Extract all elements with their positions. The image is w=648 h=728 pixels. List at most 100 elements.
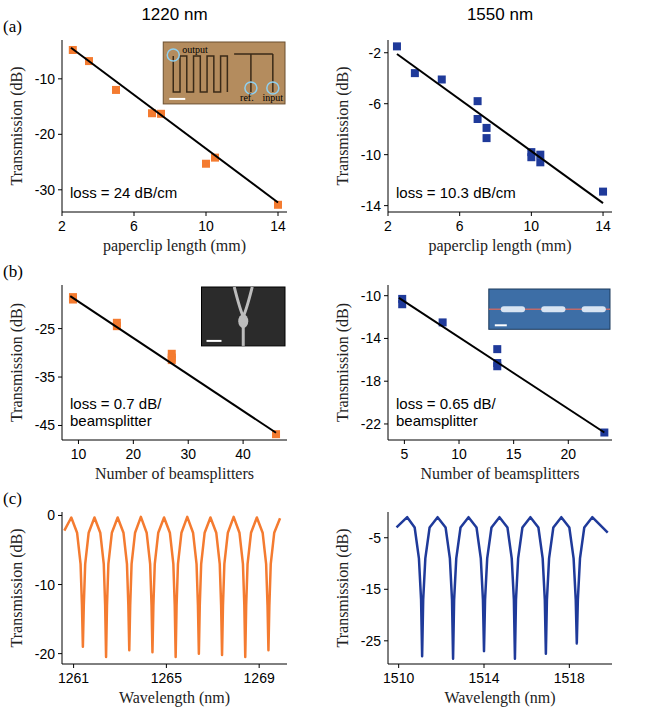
x-tick-label: 1510: [383, 670, 414, 686]
y-tick-label: -30: [35, 182, 55, 198]
y-tick-label: -18: [361, 373, 381, 389]
x-tick-label: 1265: [151, 670, 182, 686]
x-tick: [484, 664, 485, 668]
data-point: [411, 69, 419, 77]
x-tick-label: 6: [456, 218, 464, 234]
scale-bar: [495, 324, 507, 326]
x-tick-label: 40: [235, 446, 251, 462]
x-tick-label: 5: [400, 446, 408, 462]
y-axis: [388, 40, 389, 212]
inset-marker: [167, 49, 179, 61]
column-title: 1550 nm: [467, 5, 533, 24]
fit-line: [397, 54, 603, 203]
y-tick-label: -14: [361, 198, 381, 214]
y-tick-label: -10: [361, 288, 381, 304]
inset-label: ref.: [240, 92, 254, 103]
x-tick: [73, 664, 74, 668]
x-axis-title: Number of beamsplitters: [420, 465, 579, 483]
y-tick-label: 0: [47, 507, 55, 523]
x-tick-label: 30: [180, 446, 196, 462]
x-tick-label: 20: [126, 446, 142, 462]
y-tick-label: -15: [361, 581, 381, 597]
y-axis-title: Transmission (dB): [8, 67, 26, 186]
spectrum-line: [64, 517, 280, 657]
x-tick-label: 10: [71, 446, 87, 462]
inset-micrograph: [489, 289, 610, 329]
y-tick: [58, 653, 62, 654]
y-tick: [384, 205, 388, 206]
data-point: [202, 160, 210, 168]
y-tick: [384, 103, 388, 104]
y-tick-label: -45: [35, 417, 55, 433]
annotation: loss = 10.3 dB/cm: [396, 184, 516, 201]
annotation-line: loss = 24 dB/cm: [70, 184, 177, 201]
x-axis: [388, 440, 612, 441]
inset: [202, 287, 286, 346]
y-axis-title: Transmission (dB): [8, 303, 26, 422]
y-axis-title: Transmission (dB): [334, 303, 352, 422]
y-tick-label: -25: [361, 633, 381, 649]
y-tick: [384, 338, 388, 339]
spectrum-line: [397, 517, 608, 659]
inset-device: [501, 306, 525, 312]
y-axis-title: Transmission (dB): [334, 529, 352, 648]
x-tick: [569, 664, 570, 668]
x-tick: [398, 664, 399, 668]
x-tick-label: 6: [130, 218, 138, 234]
x-tick: [459, 212, 460, 216]
x-tick-label: 2: [58, 218, 66, 234]
data-point: [599, 188, 607, 196]
x-axis: [62, 212, 287, 213]
x-tick: [603, 212, 604, 216]
x-tick-label: 1518: [554, 670, 585, 686]
inset-photo: [163, 42, 285, 104]
plot-area: [64, 517, 280, 657]
inset-device: [582, 306, 606, 312]
x-axis-title: paperclip length (mm): [103, 237, 246, 255]
y-tick: [58, 584, 62, 585]
plot-area: [397, 517, 608, 659]
inset: [489, 289, 610, 329]
fit-line: [71, 48, 278, 203]
x-axis-title: paperclip length (mm): [428, 237, 571, 255]
y-tick-label: -25: [35, 321, 55, 337]
y-axis-title: Transmission (dB): [8, 529, 26, 648]
plot-area: [393, 42, 607, 203]
scale-bar: [207, 340, 222, 342]
y-tick: [384, 295, 388, 296]
x-tick: [134, 212, 135, 216]
data-point: [112, 86, 120, 94]
inset: outputref.input: [163, 42, 285, 104]
x-tick: [513, 440, 514, 444]
x-tick-label: 1514: [468, 670, 499, 686]
x-tick-label: 10: [524, 218, 540, 234]
y-tick: [384, 423, 388, 424]
x-tick: [78, 440, 79, 444]
y-tick-label: -10: [361, 147, 381, 163]
y-tick-label: -5: [369, 530, 382, 546]
x-tick-label: 10: [198, 218, 214, 234]
x-tick: [62, 212, 63, 216]
data-point: [483, 134, 491, 142]
y-axis: [388, 285, 389, 440]
data-point: [393, 42, 401, 50]
annotation-line: beamsplitter: [396, 412, 478, 429]
annotation-line: loss = 0.7 dB/: [70, 395, 162, 412]
x-tick: [459, 440, 460, 444]
y-axis: [62, 40, 63, 212]
annotation: loss = 0.7 dB/beamsplitter: [70, 395, 162, 429]
y-tick: [58, 189, 62, 190]
inset-label: input: [263, 92, 284, 103]
x-tick: [133, 440, 134, 444]
panel-label: (b): [3, 262, 23, 281]
annotation-line: loss = 0.65 dB/: [396, 395, 496, 412]
y-tick: [58, 515, 62, 516]
panel-label: (a): [3, 17, 22, 36]
inset-device: [242, 322, 245, 346]
x-tick: [388, 212, 389, 216]
y-tick-label: -22: [361, 416, 381, 432]
annotation: loss = 24 dB/cm: [70, 184, 177, 201]
y-tick: [384, 52, 388, 53]
x-tick: [404, 440, 405, 444]
y-tick: [384, 589, 388, 590]
